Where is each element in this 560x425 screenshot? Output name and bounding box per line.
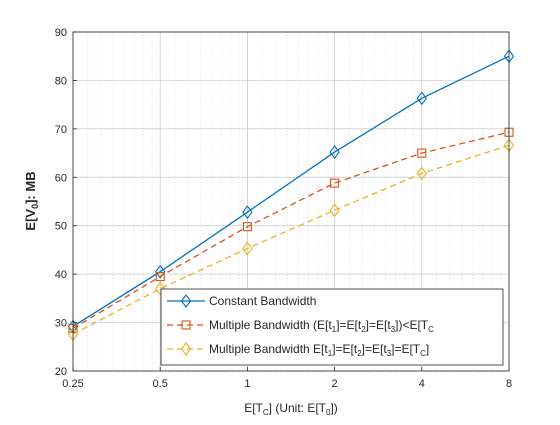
x-tick-label: 1 xyxy=(244,378,250,390)
y-axis-label-part: E[V xyxy=(23,209,38,231)
legend-label-part: ] xyxy=(426,342,429,356)
data-point-marker xyxy=(242,205,253,220)
x-axis-label-part: ]) xyxy=(330,401,337,415)
legend-label-part: ])<E[T xyxy=(395,318,429,332)
legend-label-part: ]=E[t xyxy=(362,342,388,356)
legend: Constant Bandwidth Multiple Bandwidth (E[… xyxy=(160,288,504,366)
data-point-marker xyxy=(329,145,340,160)
legend-label-subscript: 1 xyxy=(328,349,333,358)
x-axis-label-sub: C xyxy=(263,408,269,417)
series-line xyxy=(72,144,510,335)
legend-label: Multiple Bandwidth E[t1]=E[t2]=E[t3]=E[T… xyxy=(209,342,429,358)
data-point-marker xyxy=(329,203,340,218)
x-axis-label: E[TC] (Unit: E[T0]) xyxy=(244,401,338,417)
data-point-marker xyxy=(155,272,165,282)
x-axis-label-part: E[T xyxy=(244,401,263,415)
y-tick-label: 80 xyxy=(55,75,67,87)
y-tick-label: 20 xyxy=(55,366,67,378)
x-axis-label-sub: 0 xyxy=(326,408,331,417)
data-point-marker xyxy=(155,281,166,296)
y-axis-label-part: ]: MB xyxy=(23,171,38,204)
legend-label-subscript: 3 xyxy=(387,349,392,358)
legend-label-part: Multiple Bandwidth E[t xyxy=(209,342,328,356)
y-tick-label: 50 xyxy=(55,221,67,233)
legend-label-subscript: 3 xyxy=(391,325,396,334)
x-tick-label: 4 xyxy=(419,378,425,390)
series-line xyxy=(72,131,510,329)
y-tick-label: 70 xyxy=(55,124,67,136)
data-point-marker xyxy=(155,264,166,279)
y-axis-label-sub: 0 xyxy=(30,204,40,209)
x-tick-label: 8 xyxy=(506,378,512,390)
legend-entry-2: Multiple Bandwidth (E[t1]=E[t2]=E[t3])<E… xyxy=(167,318,434,334)
x-tick-label: 2 xyxy=(332,378,338,390)
legend-box xyxy=(160,288,504,366)
x-axis-label-part: ] (Unit: E[T xyxy=(269,401,327,415)
legend-label-part: ]=E[t xyxy=(366,318,392,332)
legend-entry-1: Constant Bandwidth xyxy=(167,294,316,308)
data-point-marker xyxy=(416,166,427,181)
legend-label-subscript: 1 xyxy=(332,325,337,334)
legend-entry-3: Multiple Bandwidth E[t1]=E[t2]=E[t3]=E[T… xyxy=(167,342,429,358)
legend-label-part: ]=E[t xyxy=(332,342,358,356)
legend-label-subscript: 2 xyxy=(357,349,362,358)
legend-label-subscript: 2 xyxy=(361,325,366,334)
x-tick-label: 0.25 xyxy=(62,378,83,390)
legend-label-part: Constant Bandwidth xyxy=(209,294,316,308)
legend-label-part: ]=E[t xyxy=(336,318,362,332)
data-point-marker xyxy=(330,178,340,188)
plot-frame xyxy=(72,31,510,372)
data-point-marker xyxy=(416,91,427,106)
data-point-marker xyxy=(242,241,253,256)
legend-label-part: Multiple Bandwidth (E[t xyxy=(209,318,332,332)
series-line xyxy=(72,55,510,327)
legend-marker xyxy=(180,342,192,356)
y-axis-label: E[V0]: MB xyxy=(23,171,40,230)
legend-label-part: ]=E[T xyxy=(391,342,421,356)
legend-label: Constant Bandwidth xyxy=(209,294,316,308)
legend-marker xyxy=(180,294,192,308)
x-tick-label: 0.5 xyxy=(153,378,168,390)
y-tick-label: 90 xyxy=(55,27,67,39)
y-tick-label: 40 xyxy=(55,269,67,281)
data-point-marker xyxy=(417,148,427,158)
legend-label: Multiple Bandwidth (E[t1]=E[t2]=E[t3])<E… xyxy=(209,318,434,334)
axis-ticks: 0.25 0.5 1 2 4 8 20 30 40 50 60 70 80 90 xyxy=(55,27,512,390)
legend-label-subscript: C xyxy=(428,325,434,334)
y-tick-label: 30 xyxy=(55,318,67,330)
legend-label-subscript: C xyxy=(420,349,426,358)
y-tick-label: 60 xyxy=(55,172,67,184)
legend-marker xyxy=(181,320,191,330)
data-point-marker xyxy=(242,222,252,232)
